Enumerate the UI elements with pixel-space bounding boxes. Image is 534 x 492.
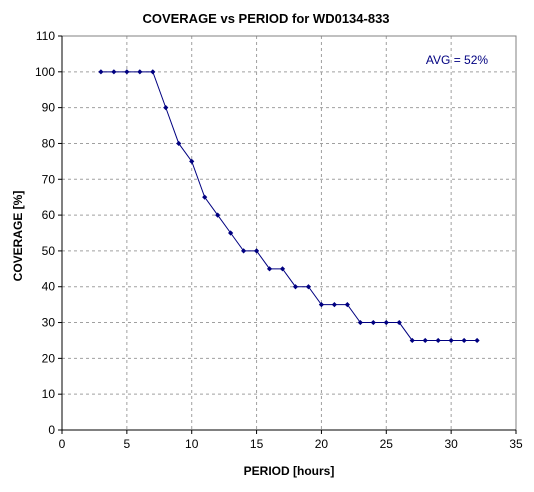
data-point [241,248,247,254]
data-point [279,266,286,272]
data-point [435,337,441,344]
y-tick-label: 10 [42,387,56,401]
data-point [409,337,415,344]
data-point [318,302,325,308]
x-tick-label: 10 [185,437,199,451]
y-tick-label: 60 [42,208,56,222]
data-point [474,337,480,344]
data-point [344,302,350,308]
data-points [98,69,480,344]
y-tick-label: 0 [48,423,55,437]
data-point [215,212,221,218]
x-tick-label: 0 [59,437,66,451]
data-point [292,284,299,290]
data-point [448,337,454,344]
data-point [163,105,169,111]
x-tick-label: 5 [124,437,131,451]
data-point [357,319,363,326]
x-axis-label: PERIOD [hours] [244,464,335,478]
data-point [189,158,195,164]
coverage-series-line [100,71,478,341]
data-point [396,319,402,326]
y-axis-label: COVERAGE [%] [11,191,25,282]
axes [58,35,517,434]
y-tick-label: 80 [42,136,56,150]
x-tick-label: 20 [315,437,329,451]
y-tick-label: 110 [36,29,55,43]
data-point [461,337,467,344]
y-tick-label: 20 [42,351,56,365]
data-point [202,194,208,200]
y-tick-label: 30 [42,316,56,330]
y-tick-label: 40 [42,280,56,294]
data-point [111,69,117,75]
data-point [305,284,312,290]
x-tick-label: 30 [444,437,458,451]
data-point [266,266,273,272]
data-point [228,230,234,236]
x-tick-label: 35 [509,437,523,451]
data-point [137,69,143,75]
plot-area-frame [61,35,517,431]
data-point [331,302,337,308]
data-point [124,69,130,75]
data-point [422,337,428,344]
y-tick-label: 100 [35,65,55,79]
data-point [150,69,156,75]
y-tick-label: 50 [42,244,56,258]
average-annotation: AVG = 52% [426,53,488,67]
data-point [370,319,376,326]
chart-title: COVERAGE vs PERIOD for WD0134-833 [142,11,389,26]
data-point [383,319,389,326]
data-point [253,248,260,254]
x-tick-labels: 0 5 10 15 20 25 30 35 [59,437,523,451]
x-tick-label: 25 [380,437,394,451]
grid-lines [62,36,516,430]
x-tick-label: 15 [250,437,264,451]
y-tick-labels: 0 10 20 30 40 50 60 70 80 90 100 110 [35,29,55,437]
data-point [98,69,104,75]
y-tick-label: 70 [42,172,56,186]
data-point [176,140,182,147]
y-tick-label: 90 [42,101,56,115]
